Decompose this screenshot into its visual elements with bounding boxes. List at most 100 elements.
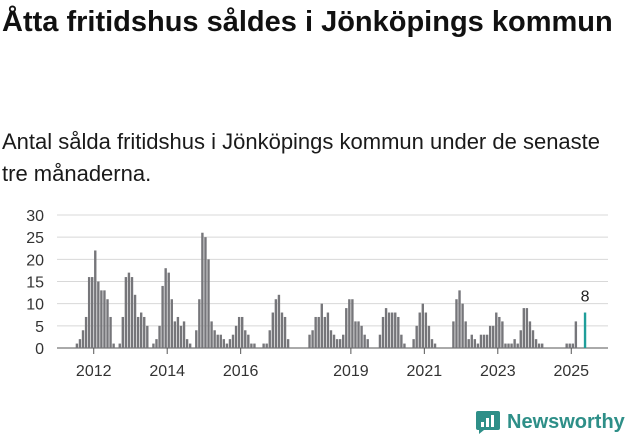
bar bbox=[234, 325, 238, 348]
bar bbox=[133, 294, 137, 348]
value-annotation: 8 bbox=[581, 289, 590, 306]
bar bbox=[143, 316, 146, 348]
bar bbox=[75, 343, 79, 348]
bar bbox=[185, 339, 189, 348]
bar bbox=[188, 343, 192, 348]
x-tick-label: 2025 bbox=[553, 363, 589, 380]
y-tick-label: 20 bbox=[26, 252, 44, 269]
gridlines bbox=[57, 214, 608, 349]
bar bbox=[384, 308, 388, 348]
bar bbox=[207, 259, 210, 348]
bar bbox=[250, 343, 253, 348]
bar bbox=[326, 312, 330, 348]
bar bbox=[323, 316, 327, 348]
bar bbox=[488, 325, 492, 348]
bar bbox=[430, 339, 434, 348]
bar bbox=[106, 299, 109, 348]
bar bbox=[222, 339, 226, 348]
bar bbox=[241, 316, 244, 348]
bar bbox=[204, 237, 207, 348]
chart-subtitle: Antal sålda fritidshus i Jönköpings komm… bbox=[2, 129, 601, 186]
bar bbox=[103, 290, 106, 348]
bar bbox=[198, 299, 201, 348]
bar bbox=[345, 308, 348, 348]
bar bbox=[574, 321, 578, 348]
bar bbox=[415, 325, 418, 348]
bar bbox=[421, 303, 424, 348]
page-title: Åtta fritidshus såldes i Jönköpings komm… bbox=[2, 6, 613, 38]
bar bbox=[152, 343, 155, 348]
bar bbox=[329, 330, 333, 348]
x-tick-label: 2012 bbox=[76, 363, 112, 380]
bar bbox=[176, 316, 180, 348]
x-tick-label: 2019 bbox=[333, 363, 369, 380]
bar bbox=[283, 316, 287, 348]
bar bbox=[332, 334, 336, 348]
bar bbox=[360, 325, 363, 348]
bar bbox=[342, 334, 345, 348]
bar bbox=[513, 339, 516, 348]
bar bbox=[534, 339, 538, 348]
bar bbox=[136, 316, 140, 348]
bar bbox=[100, 290, 103, 348]
bar bbox=[400, 334, 403, 348]
x-tick-label: 2021 bbox=[407, 363, 443, 380]
bar bbox=[522, 308, 526, 348]
bar bbox=[335, 339, 339, 348]
bar bbox=[265, 343, 268, 348]
bar bbox=[495, 312, 498, 348]
bar bbox=[219, 334, 222, 348]
bar bbox=[482, 334, 486, 348]
bar bbox=[308, 334, 311, 348]
bar bbox=[470, 334, 473, 348]
brand-name: Newsworthy bbox=[507, 410, 625, 433]
bar bbox=[139, 312, 143, 348]
bar bbox=[320, 303, 323, 348]
bar bbox=[158, 325, 161, 348]
bar bbox=[121, 316, 125, 348]
bar bbox=[464, 321, 467, 348]
bar bbox=[94, 250, 97, 348]
bar bbox=[485, 334, 489, 348]
bar bbox=[348, 299, 351, 348]
bar bbox=[418, 312, 421, 348]
bar bbox=[394, 312, 397, 348]
bar bbox=[492, 325, 495, 348]
bar bbox=[427, 325, 431, 348]
bar bbox=[124, 277, 128, 348]
bar bbox=[97, 281, 100, 348]
bar bbox=[112, 343, 115, 348]
y-tick-label: 30 bbox=[26, 208, 44, 225]
bar bbox=[268, 330, 271, 348]
bar bbox=[565, 343, 568, 348]
bar bbox=[363, 334, 366, 348]
bar bbox=[498, 316, 501, 348]
bar bbox=[387, 312, 391, 348]
bar bbox=[277, 294, 281, 348]
bar bbox=[397, 316, 400, 348]
bar bbox=[109, 316, 112, 348]
bar bbox=[390, 312, 394, 348]
bar bbox=[540, 343, 544, 348]
y-tick-label: 0 bbox=[35, 341, 44, 358]
bar bbox=[458, 290, 461, 348]
bar bbox=[351, 299, 354, 348]
bar bbox=[161, 285, 164, 348]
bar bbox=[516, 343, 519, 348]
bar bbox=[262, 343, 265, 348]
y-tick-label: 5 bbox=[35, 319, 44, 336]
bar bbox=[314, 316, 317, 348]
bar bbox=[91, 277, 94, 348]
bar bbox=[403, 343, 406, 348]
bar bbox=[213, 330, 216, 348]
bar bbox=[182, 321, 186, 348]
bar bbox=[237, 316, 241, 348]
bar bbox=[317, 316, 320, 348]
bar bbox=[568, 343, 571, 348]
x-tick-label: 2023 bbox=[480, 363, 516, 380]
bar bbox=[247, 334, 250, 348]
bar bbox=[501, 321, 504, 348]
bar bbox=[455, 299, 458, 348]
brand-logo: Newsworthy bbox=[475, 406, 625, 438]
bar bbox=[537, 343, 541, 348]
